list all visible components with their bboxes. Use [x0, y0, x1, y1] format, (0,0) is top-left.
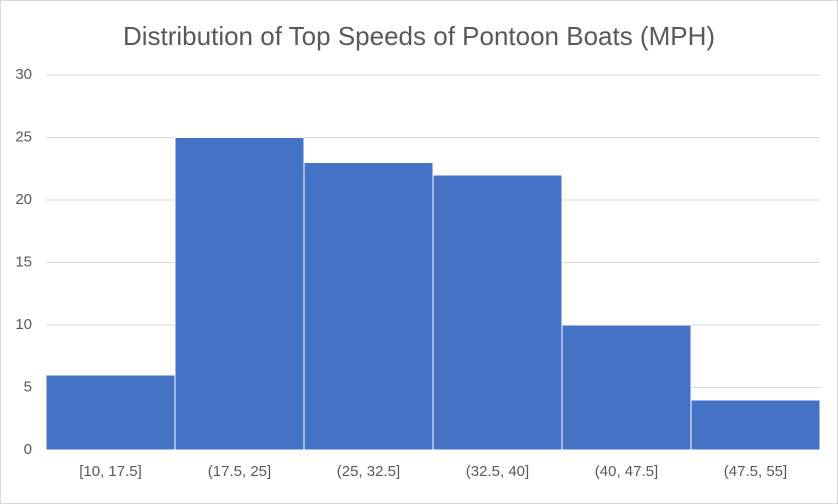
chart-title: Distribution of Top Speeds of Pontoon Bo…: [123, 21, 715, 51]
y-tick-label: 20: [15, 191, 32, 208]
y-tick-label: 0: [24, 441, 32, 458]
y-tick-label: 5: [24, 378, 32, 395]
x-tick-label: (17.5, 25]: [208, 463, 271, 480]
x-tick-label: (32.5, 40]: [466, 463, 529, 480]
bar: [690, 399, 821, 451]
bar: [303, 162, 434, 451]
x-tick-label: [10, 17.5]: [79, 463, 142, 480]
x-tick-label: (47.5, 55]: [724, 463, 787, 480]
bar: [45, 374, 176, 451]
x-tick-label: (40, 47.5]: [595, 463, 658, 480]
bar: [174, 137, 305, 451]
bar: [432, 174, 563, 451]
x-tick-label: (25, 32.5]: [337, 463, 400, 480]
y-tick-label: 10: [15, 316, 32, 333]
bar: [561, 324, 692, 451]
y-tick-label: 15: [15, 253, 32, 270]
y-tick-label: 25: [15, 128, 32, 145]
y-tick-label: 30: [15, 66, 32, 83]
